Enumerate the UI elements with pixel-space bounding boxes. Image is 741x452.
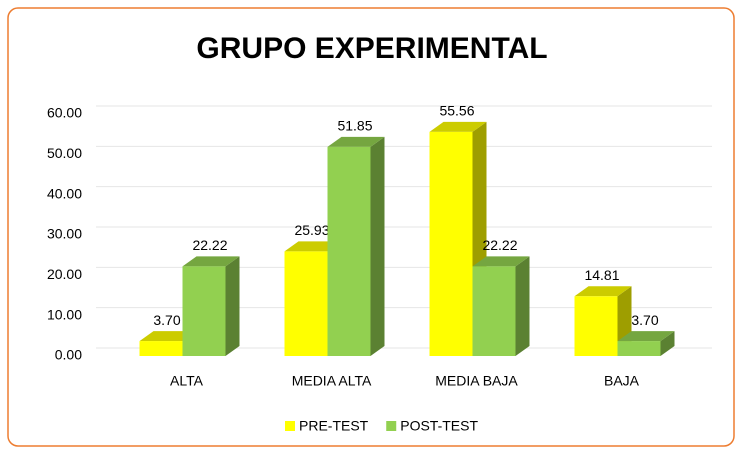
bar — [327, 146, 371, 356]
bar-top — [182, 256, 240, 267]
bar-top — [617, 331, 675, 342]
x-tick-label: MEDIA ALTA — [292, 373, 372, 389]
value-label: 55.56 — [439, 103, 474, 119]
value-label: 22.22 — [192, 237, 227, 253]
legend-swatch — [285, 421, 295, 431]
bar-top — [574, 286, 632, 297]
bar — [139, 341, 183, 356]
bar-top — [139, 331, 197, 342]
value-label: 14.81 — [584, 267, 619, 283]
bar — [429, 131, 473, 356]
value-label: 51.85 — [337, 118, 372, 134]
value-label: 3.70 — [631, 312, 658, 328]
bar-side — [515, 256, 530, 356]
value-label: 3.70 — [153, 312, 180, 328]
bar-top — [429, 121, 487, 132]
y-tick-label: 0.00 — [55, 347, 82, 363]
legend-label: POST-TEST — [400, 418, 478, 434]
bar — [574, 296, 618, 356]
y-tick-label: 10.00 — [47, 306, 82, 322]
y-tick-label: 30.00 — [47, 226, 82, 242]
bar — [182, 266, 226, 356]
bar-side — [660, 331, 675, 356]
value-label: 25.93 — [294, 222, 329, 238]
bar — [617, 341, 661, 356]
bar-top — [472, 256, 530, 267]
bar-side — [225, 256, 240, 356]
y-tick-label: 40.00 — [47, 185, 82, 201]
chart-title: GRUPO EXPERIMENTAL — [196, 32, 547, 65]
x-tick-label: BAJA — [604, 373, 640, 389]
bar-top — [327, 136, 385, 147]
y-tick-label: 50.00 — [47, 145, 82, 161]
bar-top — [284, 241, 342, 252]
legend-label: PRE-TEST — [299, 418, 369, 434]
y-tick-label: 60.00 — [47, 105, 82, 121]
x-tick-label: ALTA — [170, 373, 204, 389]
x-tick-label: MEDIA BAJA — [435, 373, 518, 389]
legend-swatch — [386, 421, 397, 431]
y-tick-label: 20.00 — [47, 266, 82, 282]
value-label: 22.22 — [482, 237, 517, 253]
bar — [284, 251, 328, 356]
bar — [472, 266, 516, 356]
bar-side — [370, 136, 385, 356]
